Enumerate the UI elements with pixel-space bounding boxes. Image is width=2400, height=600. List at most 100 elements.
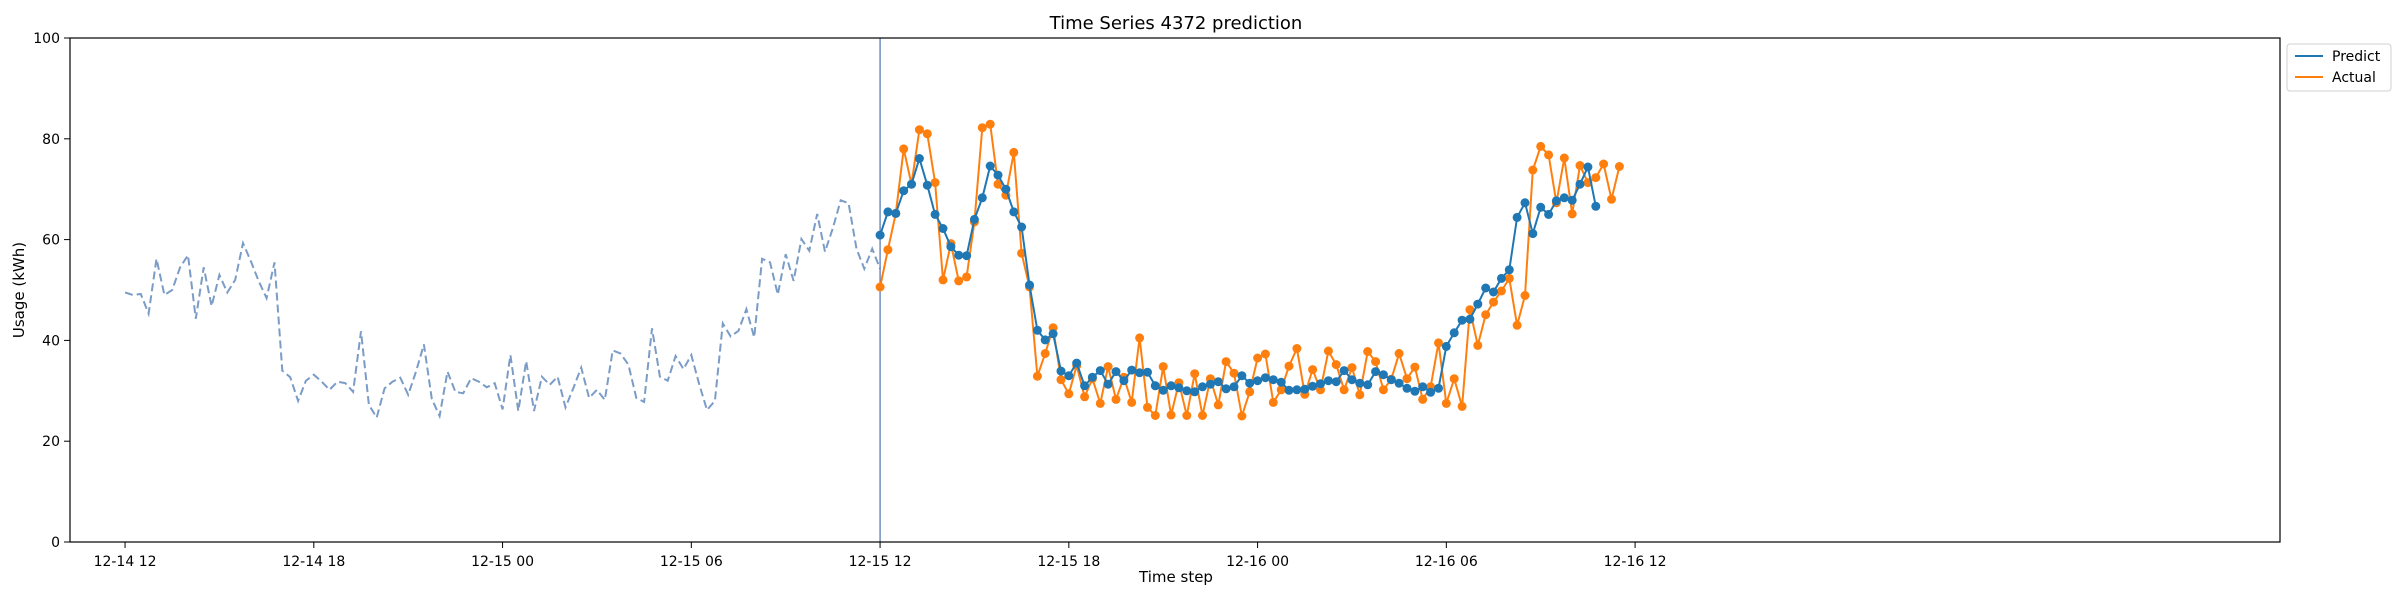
actual-point bbox=[1284, 361, 1294, 371]
actual-point bbox=[1229, 368, 1239, 378]
predict-point bbox=[977, 193, 987, 203]
predict-point bbox=[962, 251, 972, 261]
predict-point bbox=[1520, 198, 1530, 208]
predict-point bbox=[1473, 299, 1483, 309]
actual-point bbox=[1276, 385, 1286, 395]
predict-point bbox=[1418, 382, 1428, 392]
y-axis: 0 20 40 60 80 100 bbox=[33, 31, 70, 551]
actual-point bbox=[1481, 310, 1491, 320]
predict-point bbox=[1056, 366, 1066, 376]
y-tick-label: 20 bbox=[42, 434, 60, 450]
predict-point bbox=[1182, 386, 1192, 396]
actual-point bbox=[1017, 248, 1027, 258]
predict-point bbox=[1410, 386, 1420, 396]
actual-point bbox=[1260, 349, 1270, 359]
predict-point bbox=[1386, 375, 1396, 385]
actual-point bbox=[1457, 401, 1467, 411]
predict-point bbox=[1355, 378, 1365, 388]
actual-point bbox=[1308, 365, 1318, 375]
predict-point bbox=[930, 209, 940, 219]
actual-point bbox=[1347, 363, 1357, 373]
predict-point bbox=[1583, 162, 1593, 172]
predict-point bbox=[899, 186, 909, 196]
predict-point bbox=[1434, 383, 1443, 393]
predict-point bbox=[1284, 385, 1294, 395]
actual-point bbox=[985, 119, 995, 129]
predict-point bbox=[1253, 376, 1263, 386]
predict-point bbox=[1457, 315, 1467, 325]
actual-point bbox=[962, 272, 972, 282]
predict-point bbox=[1103, 379, 1113, 389]
actual-point bbox=[1449, 374, 1459, 384]
predict-point bbox=[1567, 195, 1577, 205]
predict-point bbox=[1111, 367, 1121, 377]
predict-point bbox=[1064, 371, 1074, 381]
predict-point bbox=[1095, 366, 1105, 376]
actual-point bbox=[1221, 357, 1231, 367]
actual-point bbox=[1331, 360, 1341, 370]
x-tick-label: 12-16 00 bbox=[1226, 554, 1289, 570]
x-tick-label: 12-16 06 bbox=[1415, 554, 1478, 570]
actual-point bbox=[922, 129, 932, 139]
predict-point bbox=[1331, 377, 1341, 387]
predict-point bbox=[1032, 325, 1042, 335]
predict-point bbox=[1363, 380, 1373, 390]
actual-point bbox=[1496, 286, 1506, 296]
x-tick-label: 12-14 12 bbox=[94, 554, 157, 570]
predict-point bbox=[1087, 372, 1097, 382]
predict-point bbox=[1371, 367, 1381, 377]
predict-point bbox=[914, 154, 924, 163]
predict-point bbox=[1504, 265, 1514, 275]
actual-point bbox=[1378, 385, 1388, 395]
actual-point bbox=[1599, 159, 1609, 169]
actual-point bbox=[1339, 385, 1349, 395]
actual-point bbox=[1355, 390, 1365, 400]
predict-point bbox=[1465, 314, 1475, 324]
predict-point bbox=[1441, 341, 1451, 351]
predict-point bbox=[1292, 385, 1302, 395]
actual-point bbox=[1504, 273, 1514, 283]
history-series-line bbox=[124, 198, 882, 420]
actual-point bbox=[993, 179, 1003, 189]
actual-point bbox=[1213, 400, 1223, 410]
actual-point bbox=[1292, 344, 1302, 353]
actual-point bbox=[1103, 362, 1113, 372]
actual-point bbox=[1040, 349, 1050, 358]
actual-point bbox=[1268, 397, 1278, 407]
predict-point bbox=[1559, 193, 1569, 203]
actual-point bbox=[1237, 411, 1247, 421]
predict-point bbox=[1190, 387, 1200, 397]
actual-point bbox=[930, 178, 940, 188]
y-tick-label: 40 bbox=[42, 333, 60, 349]
predict-point bbox=[1323, 376, 1333, 386]
actual-point bbox=[977, 123, 987, 133]
predict-point bbox=[1402, 383, 1412, 393]
actual-point bbox=[1410, 362, 1420, 372]
x-axis: 12-14 12 12-14 18 12-15 00 12-15 06 12-15 12… bbox=[94, 542, 1667, 570]
predict-series bbox=[875, 154, 1601, 397]
actual-point bbox=[1567, 209, 1577, 219]
predict-point bbox=[969, 214, 979, 224]
predict-point bbox=[922, 180, 932, 190]
y-tick-label: 0 bbox=[51, 535, 60, 551]
actual-point bbox=[1009, 147, 1019, 157]
y-tick-label: 100 bbox=[33, 31, 60, 47]
y-tick-label: 60 bbox=[42, 233, 60, 249]
predict-point bbox=[1009, 207, 1019, 217]
predict-series-line bbox=[879, 155, 1597, 394]
plot-area bbox=[124, 38, 1624, 542]
x-tick-label: 12-15 18 bbox=[1037, 554, 1100, 570]
legend: Predict Actual bbox=[2286, 43, 2392, 92]
predict-point bbox=[1426, 387, 1436, 397]
actual-point bbox=[1056, 375, 1066, 385]
predict-point bbox=[1040, 335, 1050, 345]
plot-frame bbox=[69, 37, 2281, 543]
predict-point bbox=[1528, 229, 1538, 239]
predict-point bbox=[1205, 379, 1215, 389]
actual-point bbox=[1607, 194, 1616, 204]
predict-point bbox=[1276, 377, 1286, 387]
actual-point bbox=[1473, 340, 1483, 350]
actual-point bbox=[1064, 389, 1074, 399]
actual-point bbox=[1198, 411, 1207, 420]
x-tick-label: 12-15 12 bbox=[849, 554, 912, 570]
